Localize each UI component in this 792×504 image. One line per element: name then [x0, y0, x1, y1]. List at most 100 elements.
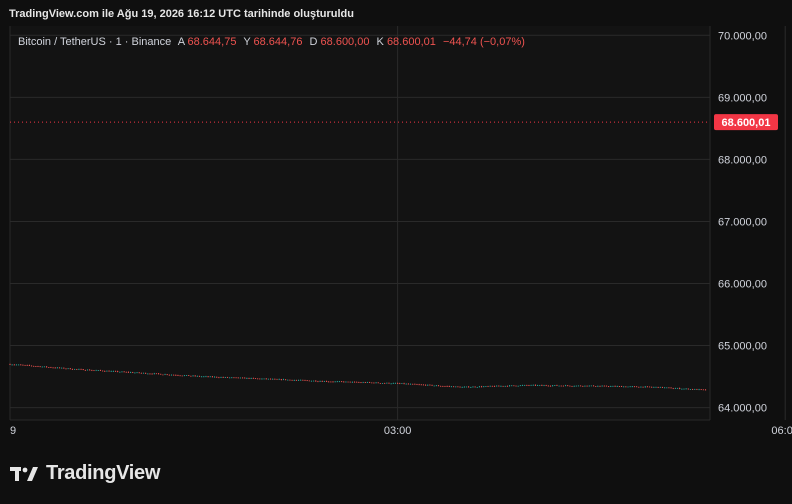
candle-body: [491, 385, 493, 387]
candle-body: [164, 374, 166, 376]
candle-body: [636, 386, 638, 388]
candle-body: [580, 385, 582, 387]
candle-body: [461, 387, 463, 388]
candle-body: [129, 372, 132, 374]
candle-body: [508, 385, 511, 387]
snapshot-caption: TradingView.com ile Ağu 19, 2026 16:12 U…: [9, 8, 354, 20]
candle-body: [269, 378, 272, 380]
y-tick-label: 66.000,00: [718, 278, 767, 290]
candle-body: [310, 380, 313, 382]
candle-body: [681, 388, 683, 390]
candle-body: [455, 386, 457, 388]
candle-body: [485, 386, 487, 387]
candle-body: [554, 385, 556, 386]
candle-body: [424, 384, 427, 386]
candle-body: [78, 369, 80, 370]
candle-body: [446, 386, 448, 387]
candle-body: [140, 372, 142, 374]
svg-text:Bitcoin / TetherUS · 1 · Binan: Bitcoin / TetherUS · 1 · Binance A 68.64…: [18, 36, 525, 48]
plot-area[interactable]: [10, 26, 710, 420]
y-axis[interactable]: 70.000,00 69.000,00 68.000,00 67.000,00 66.0…: [718, 30, 767, 414]
tradingview-logo[interactable]: TradingView: [10, 462, 160, 485]
candle-body: [104, 370, 106, 372]
candle-body: [468, 386, 470, 388]
candle-body: [560, 385, 562, 387]
candle-body: [567, 385, 569, 387]
candle-body: [603, 385, 605, 387]
candle-body: [317, 381, 319, 383]
candle-body: [597, 385, 599, 387]
candle-body: [190, 375, 192, 377]
candle-body: [95, 370, 97, 372]
candle-body: [612, 385, 614, 387]
candle-body: [651, 386, 653, 388]
candle-body: [399, 383, 401, 385]
candle-body: [519, 385, 521, 387]
candle-body: [76, 369, 78, 370]
candle-body: [203, 376, 205, 378]
candle-body: [295, 380, 297, 381]
candle-body: [674, 388, 676, 389]
candle-body: [532, 384, 534, 386]
candle-body: [489, 385, 491, 387]
candle-body: [181, 375, 183, 377]
candle-body: [405, 383, 407, 385]
candle-body: [394, 383, 397, 384]
candle-body: [480, 386, 483, 388]
candle-body: [685, 388, 687, 390]
candle-body: [661, 386, 664, 388]
candle-body: [138, 372, 140, 374]
candle-body: [263, 378, 265, 380]
candle-body: [633, 386, 636, 388]
candle-body: [218, 377, 220, 379]
candle-body: [213, 376, 216, 378]
candle-body: [313, 380, 315, 382]
candle-body: [50, 367, 52, 368]
candle-body: [631, 386, 633, 388]
candle-body: [444, 386, 446, 387]
legend-close-label: K: [377, 36, 385, 48]
candle-body: [254, 378, 257, 380]
candle-body: [246, 377, 248, 379]
candle-body: [569, 385, 571, 387]
candle-body: [125, 371, 127, 373]
candle-body: [198, 375, 201, 377]
candle-body: [86, 369, 89, 371]
candle-body: [280, 379, 282, 380]
candle-body: [590, 385, 592, 387]
candle-body: [666, 387, 668, 389]
candle-body: [610, 386, 612, 387]
candle-body: [616, 386, 618, 387]
candle-body: [52, 367, 54, 369]
candle-body: [33, 365, 35, 367]
candle-body: [132, 372, 134, 374]
candle-body: [97, 370, 99, 371]
tradingview-logo-icon: [10, 466, 38, 481]
candle-body: [123, 371, 125, 373]
candle-body: [250, 377, 252, 379]
candle-body: [366, 382, 369, 383]
candle-body: [427, 384, 429, 386]
candle-body: [351, 381, 353, 383]
candle-body: [392, 383, 394, 384]
candle-body: [185, 375, 188, 376]
ohlc-legend: Bitcoin / TetherUS · 1 · Binance A 68.64…: [18, 36, 525, 48]
candle-body: [9, 364, 11, 365]
candle-body: [179, 375, 181, 377]
candle-body: [142, 372, 145, 374]
candle-body: [474, 386, 476, 388]
candle-body: [500, 385, 502, 387]
candle-body: [549, 385, 552, 387]
candle-body: [332, 381, 334, 383]
candle-body: [80, 369, 82, 370]
candle-body: [416, 384, 418, 385]
candle-body: [334, 381, 336, 383]
candle-body: [349, 381, 351, 383]
y-tick-label: 65.000,00: [718, 341, 767, 353]
x-tick-label: 9: [10, 425, 16, 437]
candle-body: [543, 385, 545, 387]
candle-body: [67, 368, 69, 370]
candle-body: [136, 372, 138, 374]
